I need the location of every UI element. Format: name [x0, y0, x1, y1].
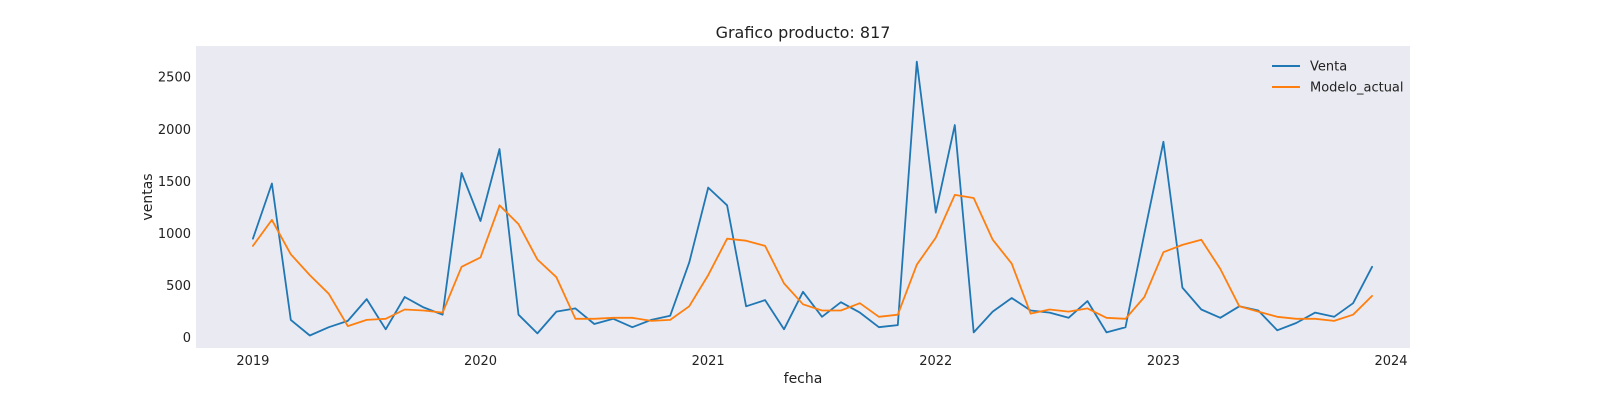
plot-content [251, 60, 1373, 337]
x-tick-label: 2020 [464, 354, 497, 369]
y-tick-label: 2000 [158, 123, 191, 138]
series-line-venta [251, 60, 1373, 337]
y-tick-label: 2500 [158, 71, 191, 86]
y-tick-label: 1000 [158, 227, 191, 242]
x-tick-label: 2019 [236, 354, 269, 369]
legend-label: Venta [1310, 60, 1347, 75]
x-tick-label: 2024 [1374, 354, 1407, 369]
y-axis-ticks: 0 500 1000 1500 2000 2500 [158, 71, 191, 346]
series-line-modelo-actual [251, 193, 1373, 328]
x-tick-label: 2023 [1147, 354, 1180, 369]
y-tick-label: 1500 [158, 175, 191, 190]
x-axis-label: fecha [784, 371, 823, 387]
legend-label: Modelo_actual [1310, 81, 1404, 96]
x-tick-label: 2021 [692, 354, 725, 369]
y-tick-label: 0 [183, 331, 191, 346]
x-tick-label: 2022 [919, 354, 952, 369]
legend: Venta Modelo_actual [1272, 60, 1404, 96]
x-axis-ticks: 2019 2020 2021 2022 2023 2024 [236, 354, 1407, 369]
chart-title: Grafico producto: 817 [716, 23, 891, 42]
y-tick-label: 500 [166, 279, 191, 294]
plot-area [196, 46, 1410, 348]
y-axis-label: ventas [140, 173, 156, 220]
